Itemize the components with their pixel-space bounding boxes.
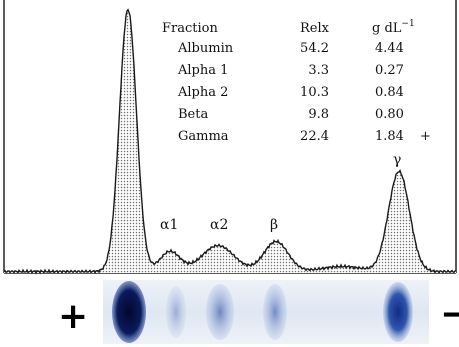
densitometry-trace-area <box>4 9 456 273</box>
gel-band-albumin <box>112 281 146 343</box>
table-row-flag: + <box>420 129 431 144</box>
table-row-relx: 54.2 <box>300 41 329 56</box>
gel-band-alpha2 <box>206 284 234 340</box>
fraction-table: Fraction Relx g dL−1 Albumin 54.2 4.44 A… <box>162 19 431 144</box>
table-header-gdl-base: g dL <box>372 21 402 36</box>
table-row-relx: 10.3 <box>300 85 329 100</box>
peak-label-beta: β <box>270 217 278 233</box>
gel-band-beta <box>263 284 287 340</box>
table-row-fraction: Albumin <box>177 41 234 56</box>
gel-positive-sign: + <box>58 296 88 337</box>
peak-label-alpha2: α2 <box>210 217 228 233</box>
peak-label-gamma: γ <box>393 152 401 168</box>
table-row-relx: 3.3 <box>308 63 329 78</box>
table-header-relx: Relx <box>300 21 330 36</box>
table-row-fraction: Alpha 1 <box>177 63 228 78</box>
densitometry-trace-line <box>3 8 456 275</box>
table-row-gdl: 0.84 <box>375 85 404 100</box>
table-row-gdl: 4.44 <box>375 41 404 56</box>
table-row-fraction: Gamma <box>178 129 229 144</box>
gel-negative-sign: − <box>440 294 459 335</box>
table-header-fraction: Fraction <box>162 21 218 36</box>
table-header-gdl-exponent: −1 <box>401 19 414 29</box>
table-row-relx: 9.8 <box>308 107 329 122</box>
gel-band-gamma <box>383 282 413 342</box>
table-row-fraction: Beta <box>178 107 208 122</box>
table-row-gdl: 0.80 <box>375 107 404 122</box>
table-row-relx: 22.4 <box>300 129 329 144</box>
gel-strip <box>103 280 429 344</box>
table-row-gdl: 1.84 <box>375 129 404 144</box>
gel-band-alpha1 <box>166 286 186 338</box>
peak-label-alpha1: α1 <box>160 217 178 233</box>
table-header-gdl: g dL−1 <box>372 19 415 36</box>
table-row-gdl: 0.27 <box>375 63 404 78</box>
table-row-fraction: Alpha 2 <box>177 85 228 100</box>
